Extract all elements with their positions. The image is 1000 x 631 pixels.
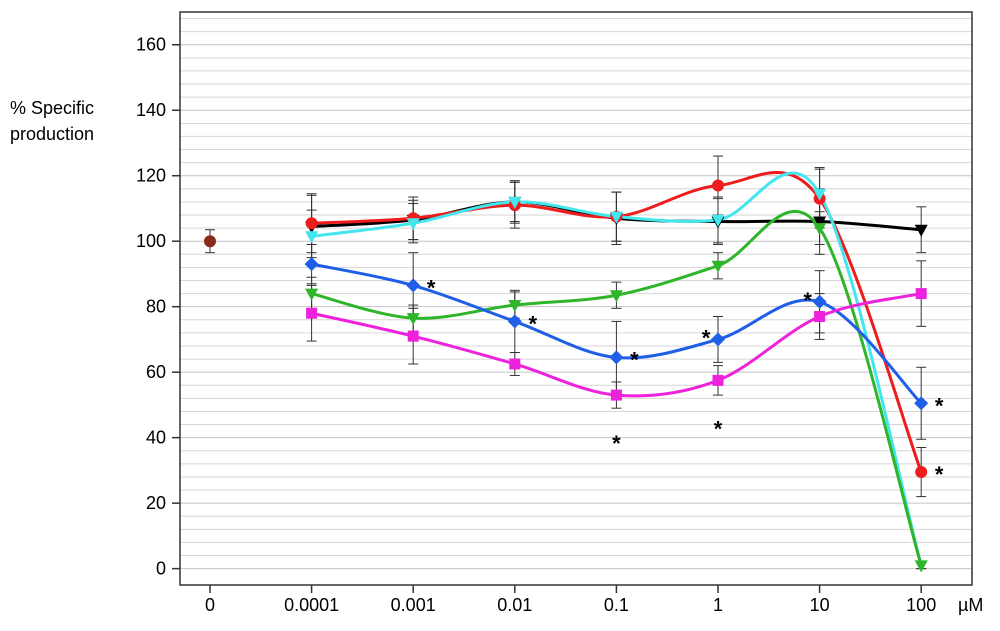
data-point	[304, 257, 319, 272]
data-point	[915, 466, 928, 479]
data-point	[407, 330, 419, 342]
significance-star: *	[935, 462, 944, 487]
data-point	[813, 216, 827, 229]
x-tick-label: 1	[713, 595, 723, 615]
plot-frame	[179, 11, 973, 586]
x-tick-label: 0.1	[604, 595, 629, 615]
x-tick-label: 10	[810, 595, 830, 615]
data-point	[305, 288, 319, 301]
data-point	[712, 374, 724, 386]
y-axis-title-line-2: production	[10, 124, 94, 144]
data-point	[711, 332, 725, 347]
x-tick-label: 100	[906, 595, 936, 615]
gridlines	[180, 18, 972, 570]
y-tick-label: 60	[146, 362, 166, 382]
y-axis-title-line-1: % Specific	[10, 98, 94, 118]
data-point	[914, 560, 928, 573]
y-tick-label: 80	[146, 297, 166, 317]
data-point	[914, 396, 929, 411]
series-line	[311, 171, 923, 566]
data-point	[609, 350, 624, 365]
series-line	[311, 210, 923, 566]
data-point	[610, 389, 622, 401]
significance-markers: * * * * * * * * *	[427, 275, 944, 487]
data-point	[609, 290, 623, 303]
data-point	[508, 196, 522, 209]
data-point	[508, 300, 522, 313]
x-tick-label: 0.001	[391, 595, 436, 615]
data-point	[306, 307, 318, 319]
significance-star: *	[702, 325, 711, 350]
data-point	[813, 223, 827, 236]
data-point	[914, 224, 928, 237]
y-tick-label: 120	[136, 166, 166, 186]
significance-star: *	[714, 416, 723, 441]
y-tick-label: 100	[136, 231, 166, 251]
y-tick-label: 0	[156, 559, 166, 579]
data-point	[609, 211, 623, 224]
significance-star: *	[935, 393, 944, 418]
x-axis-unit-label: µM	[958, 595, 983, 615]
significance-star: *	[803, 288, 812, 313]
series-markers	[204, 179, 929, 573]
data-point	[712, 179, 724, 192]
data-point	[509, 358, 521, 370]
significance-star: *	[529, 311, 538, 336]
significance-star: *	[612, 431, 621, 456]
data-point	[406, 278, 421, 293]
y-tick-label: 20	[146, 493, 166, 513]
data-point	[305, 217, 318, 230]
x-axis-ticks: 0 0.0001 0.001 0.01 0.1 1 10 100	[205, 585, 936, 615]
x-tick-label: 0.01	[497, 595, 532, 615]
data-point	[812, 294, 827, 309]
data-point	[814, 311, 826, 323]
y-tick-label: 140	[136, 100, 166, 120]
data-point	[406, 218, 420, 231]
y-axis-ticks: 0 20 40 60 80 100 120 140 160	[136, 35, 180, 579]
data-point	[305, 231, 319, 244]
data-point	[406, 313, 420, 326]
significance-star: *	[630, 347, 639, 372]
data-point	[915, 288, 927, 300]
y-tick-label: 160	[136, 35, 166, 55]
x-tick-label: 0.0001	[284, 595, 339, 615]
y-tick-label: 40	[146, 428, 166, 448]
data-point	[813, 188, 827, 201]
data-point	[507, 314, 522, 329]
x-tick-label: 0	[205, 595, 215, 615]
data-point	[711, 260, 725, 273]
significance-star: *	[427, 275, 436, 300]
data-point	[711, 214, 725, 227]
data-point	[204, 235, 216, 248]
